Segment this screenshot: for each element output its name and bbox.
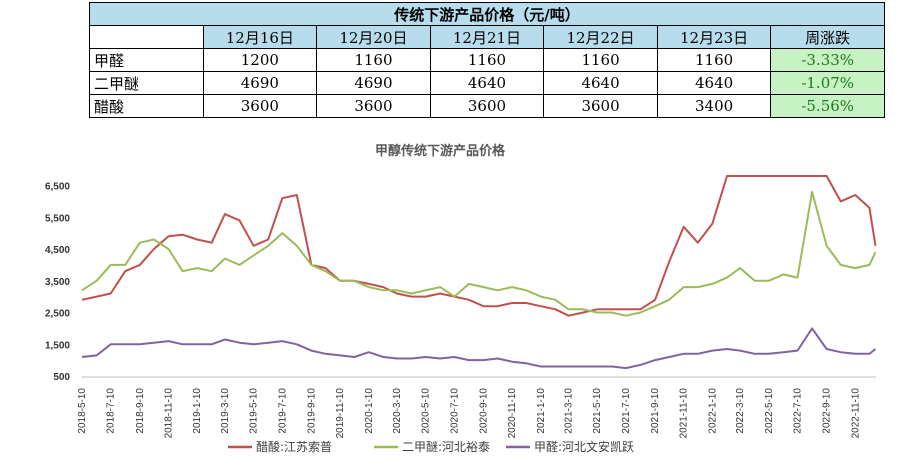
price-cell: 4690	[202, 71, 318, 95]
table-row: 甲醛 1200 1160 1160 1160 1160 -3.33%	[89, 48, 885, 72]
x-tick-label: 2019-7-10	[277, 388, 288, 434]
x-tick-label: 2021-9-10	[650, 388, 661, 434]
x-tick-label: 2022-9-10	[822, 388, 833, 434]
date-header: 12月21日	[429, 25, 545, 49]
date-header: 12月16日	[202, 25, 318, 49]
x-tick-label: 2019-9-10	[306, 388, 317, 434]
x-tick-label: 2021-5-10	[592, 388, 603, 434]
price-cell: 4690	[316, 71, 431, 95]
price-cell: 3600	[202, 94, 318, 118]
series-line	[81, 175, 877, 317]
series-line	[81, 190, 877, 317]
date-header: 12月20日	[316, 25, 431, 49]
x-tick-label: 2020-5-10	[421, 388, 432, 434]
price-cell: 3600	[543, 94, 658, 118]
legend-label: 二甲醚:河北裕泰	[402, 439, 490, 454]
chart-title: 甲醇传统下游产品价格	[375, 143, 506, 159]
series-line	[81, 327, 877, 370]
x-tick-label: 2019-5-10	[249, 388, 260, 434]
x-tick-label: 2021-11-10	[679, 388, 690, 439]
table-title: 传统下游产品价格（元/吨）	[89, 2, 885, 26]
x-tick-label: 2022-3-10	[735, 388, 746, 434]
weekly-change-cell: -5.56%	[770, 94, 885, 118]
legend-label: 醋酸:江苏索普	[256, 439, 332, 454]
price-table: 传统下游产品价格（元/吨） 12月16日 12月20日 12月21日 12月22…	[89, 2, 885, 118]
table-row: 二甲醚 4690 4690 4640 4640 4640 -1.07%	[89, 71, 885, 95]
y-tick-label: 500	[53, 372, 70, 383]
price-cell: 4640	[429, 71, 545, 95]
y-axis: 500 1,500 2,500 3,500 4,500 5,500 6,500	[45, 182, 70, 383]
x-tick-label: 2020-3-10	[392, 388, 403, 434]
x-tick-label: 2020-9-10	[478, 388, 489, 434]
table-row: 醋酸 3600 3600 3600 3600 3400 -5.56%	[89, 94, 885, 118]
x-tick-label: 2020-1-10	[364, 388, 375, 434]
x-tick-label: 2019-11-10	[335, 388, 346, 439]
x-tick-label: 2018-7-10	[106, 388, 117, 434]
legend: 醋酸:江苏索普 二甲醚:河北裕泰 甲醛:河北文安凯跃	[228, 439, 634, 454]
legend-label: 甲醛:河北文安凯跃	[534, 439, 634, 454]
x-tick-label: 2018-11-10	[163, 388, 174, 439]
price-cell: 3600	[316, 94, 431, 118]
x-tick-label: 2018-9-10	[135, 388, 146, 434]
price-cell: 1200	[202, 48, 318, 72]
y-tick-label: 6,500	[45, 182, 70, 193]
x-tick-label: 2022-11-10	[850, 388, 861, 439]
x-tick-label: 2021-7-10	[621, 388, 632, 434]
x-axis: 2018-5-10 2018-7-10 2018-9-10 2018-11-10 201…	[77, 376, 876, 439]
x-tick-label: 2018-5-10	[77, 388, 88, 434]
x-tick-label: 2021-3-10	[564, 388, 575, 434]
x-tick-label: 2022-7-10	[792, 388, 803, 434]
y-tick-label: 3,500	[45, 277, 70, 288]
price-cell: 1160	[429, 48, 545, 72]
change-header: 周涨跌	[770, 25, 885, 49]
x-tick-label: 2019-1-10	[192, 388, 203, 434]
product-name: 醋酸	[89, 94, 204, 118]
price-cell: 4640	[543, 71, 658, 95]
x-tick-label: 2020-7-10	[449, 388, 460, 434]
x-tick-label: 2022-1-10	[707, 388, 718, 434]
x-tick-label: 2020-11-10	[507, 388, 518, 439]
x-tick-label: 2022-5-10	[764, 388, 775, 434]
y-tick-label: 2,500	[45, 309, 70, 320]
price-cell: 3600	[429, 94, 545, 118]
x-tick-label: 2019-3-10	[220, 388, 231, 434]
y-tick-label: 4,500	[45, 245, 70, 256]
series-layer	[81, 175, 877, 370]
y-tick-label: 1,500	[45, 340, 70, 351]
x-tick-label: 2021-1-10	[536, 388, 547, 434]
y-tick-label: 5,500	[45, 213, 70, 224]
weekly-change-cell: -1.07%	[770, 71, 885, 95]
